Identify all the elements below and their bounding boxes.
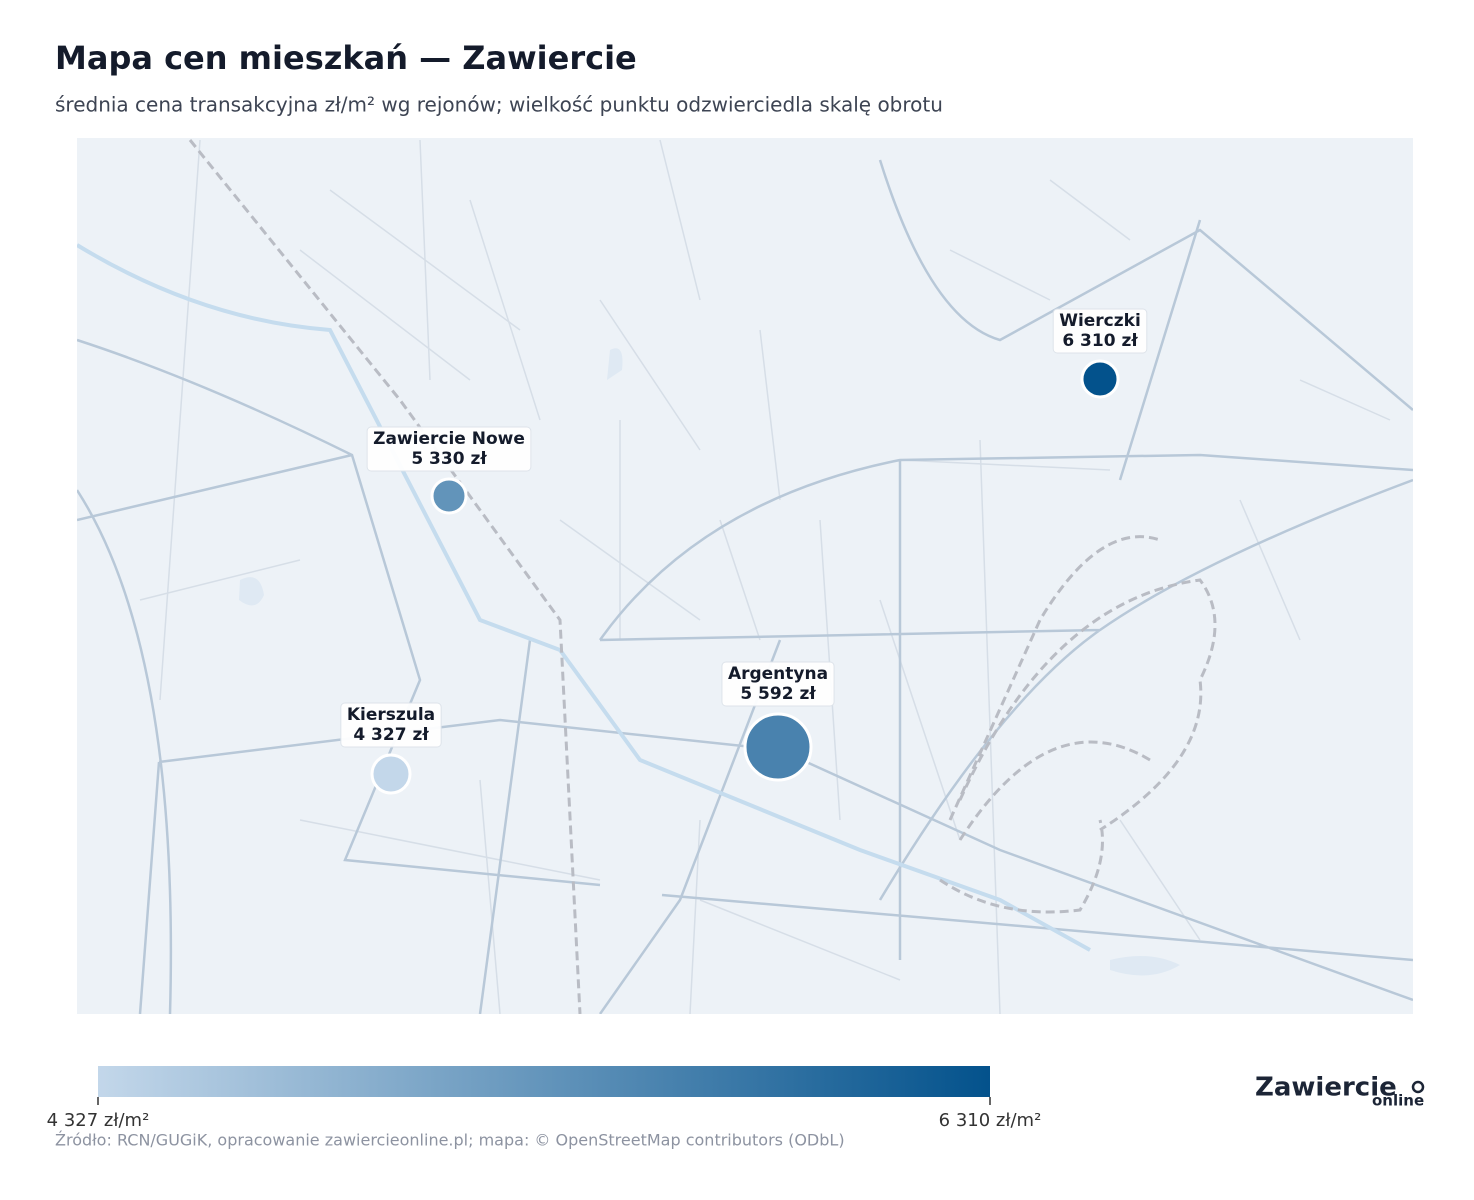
district-price: 4 327 zł xyxy=(353,725,429,745)
subtitle: średnia cena transakcyjna zł/m² wg rejon… xyxy=(55,93,943,117)
logo-suffix: online xyxy=(1372,1092,1424,1110)
basemap xyxy=(77,138,1413,1014)
title: Mapa cen mieszkań — Zawiercie xyxy=(55,39,637,77)
district-name: Wierczki xyxy=(1059,311,1141,331)
district-name: Kierszula xyxy=(347,705,435,725)
colorbar-label: 4 327 zł/m² xyxy=(47,1110,150,1131)
label-box xyxy=(366,426,532,472)
district-point xyxy=(743,712,813,782)
district-name: Argentyna xyxy=(728,664,828,684)
source: Źródło: RCN/GUGiK, opracowanie zawiercie… xyxy=(55,1131,845,1150)
district-price: 5 592 zł xyxy=(740,684,816,704)
label-box xyxy=(1052,308,1148,354)
label-box xyxy=(721,661,835,707)
district-price: 5 330 zł xyxy=(411,449,487,469)
district-point xyxy=(1080,359,1120,399)
label-box xyxy=(340,702,442,748)
district-point xyxy=(430,477,468,515)
logo-name: Zawiercie xyxy=(1255,1073,1397,1103)
logo-pin xyxy=(1411,1080,1425,1094)
district-point xyxy=(370,753,412,795)
district-price: 6 310 zł xyxy=(1062,331,1138,351)
colorbar-label: 6 310 zł/m² xyxy=(939,1110,1042,1131)
colorbar xyxy=(98,1066,990,1097)
district-name: Zawiercie Nowe xyxy=(373,429,525,449)
